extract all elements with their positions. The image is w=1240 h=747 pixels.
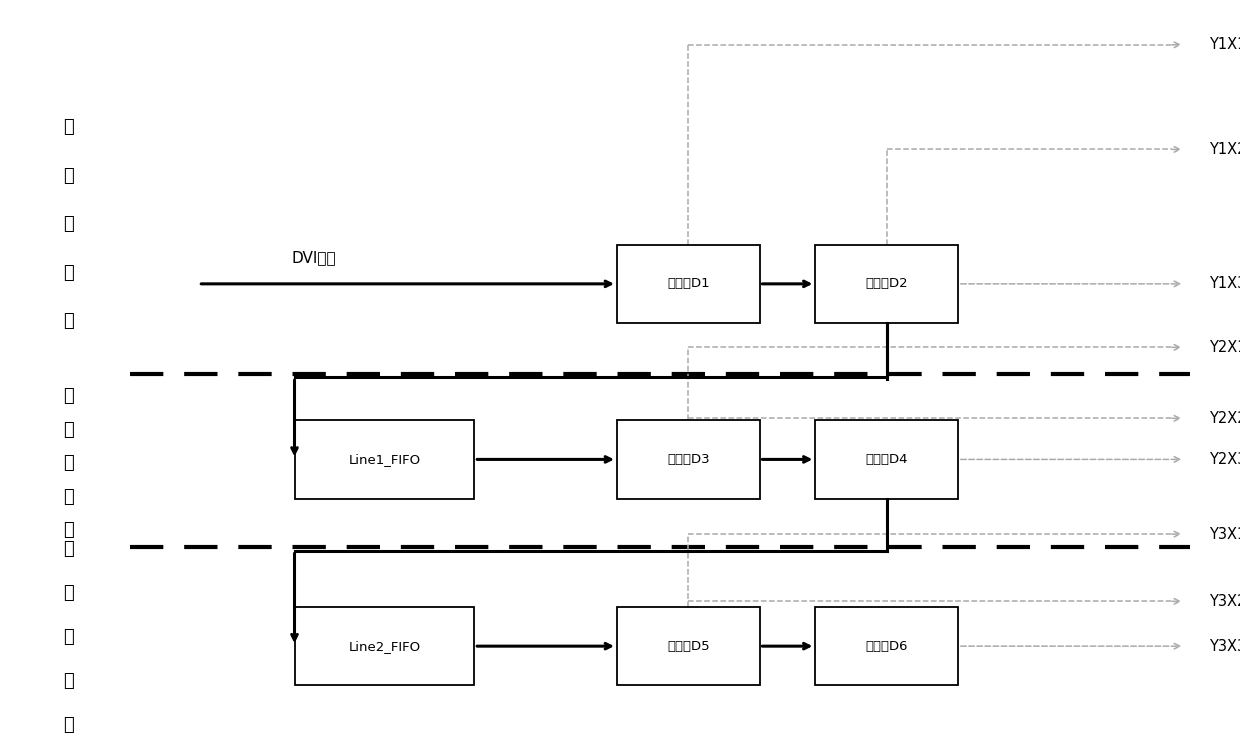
Text: 寄存器D3: 寄存器D3 — [667, 453, 709, 466]
Text: 寄存器D2: 寄存器D2 — [866, 277, 908, 291]
Text: Y1X3: Y1X3 — [1209, 276, 1240, 291]
Bar — [295, 420, 474, 499]
Bar — [295, 607, 474, 686]
Text: 级: 级 — [63, 454, 73, 472]
Text: 级: 级 — [63, 215, 73, 233]
Text: Y2X1: Y2X1 — [1209, 340, 1240, 355]
Text: 寄存器D5: 寄存器D5 — [667, 639, 709, 653]
Text: 寄存器D1: 寄存器D1 — [667, 277, 709, 291]
Text: 二: 二 — [63, 421, 73, 438]
Text: Y3X1: Y3X1 — [1209, 527, 1240, 542]
Text: DVI数据: DVI数据 — [291, 250, 336, 265]
Text: 第: 第 — [63, 118, 73, 136]
Bar — [618, 245, 759, 323]
Text: 级: 级 — [63, 627, 73, 646]
Text: Y1X2: Y1X2 — [1209, 142, 1240, 157]
Text: 寄存器D4: 寄存器D4 — [866, 453, 908, 466]
Text: 存: 存 — [63, 312, 73, 330]
Text: 第: 第 — [63, 540, 73, 558]
Text: Y1X1: Y1X1 — [1209, 37, 1240, 52]
Text: 缓: 缓 — [63, 488, 73, 506]
Text: 寄存器D6: 寄存器D6 — [866, 639, 908, 653]
Text: Line1_FIFO: Line1_FIFO — [348, 453, 420, 466]
Bar — [816, 245, 957, 323]
Text: Y3X3: Y3X3 — [1209, 639, 1240, 654]
Text: 一: 一 — [63, 167, 73, 185]
Bar — [816, 607, 957, 686]
Text: 缓: 缓 — [63, 672, 73, 689]
Text: 第: 第 — [63, 387, 73, 405]
Text: Y3X2: Y3X2 — [1209, 594, 1240, 609]
Text: 缓: 缓 — [63, 264, 73, 282]
Text: Y2X2: Y2X2 — [1209, 411, 1240, 426]
Text: 存: 存 — [63, 521, 73, 539]
Text: Y2X3: Y2X3 — [1209, 452, 1240, 467]
Text: Line2_FIFO: Line2_FIFO — [348, 639, 420, 653]
Bar — [618, 420, 759, 499]
Text: 三: 三 — [63, 584, 73, 602]
Bar — [618, 607, 759, 686]
Bar — [816, 420, 957, 499]
Text: 存: 存 — [63, 716, 73, 734]
